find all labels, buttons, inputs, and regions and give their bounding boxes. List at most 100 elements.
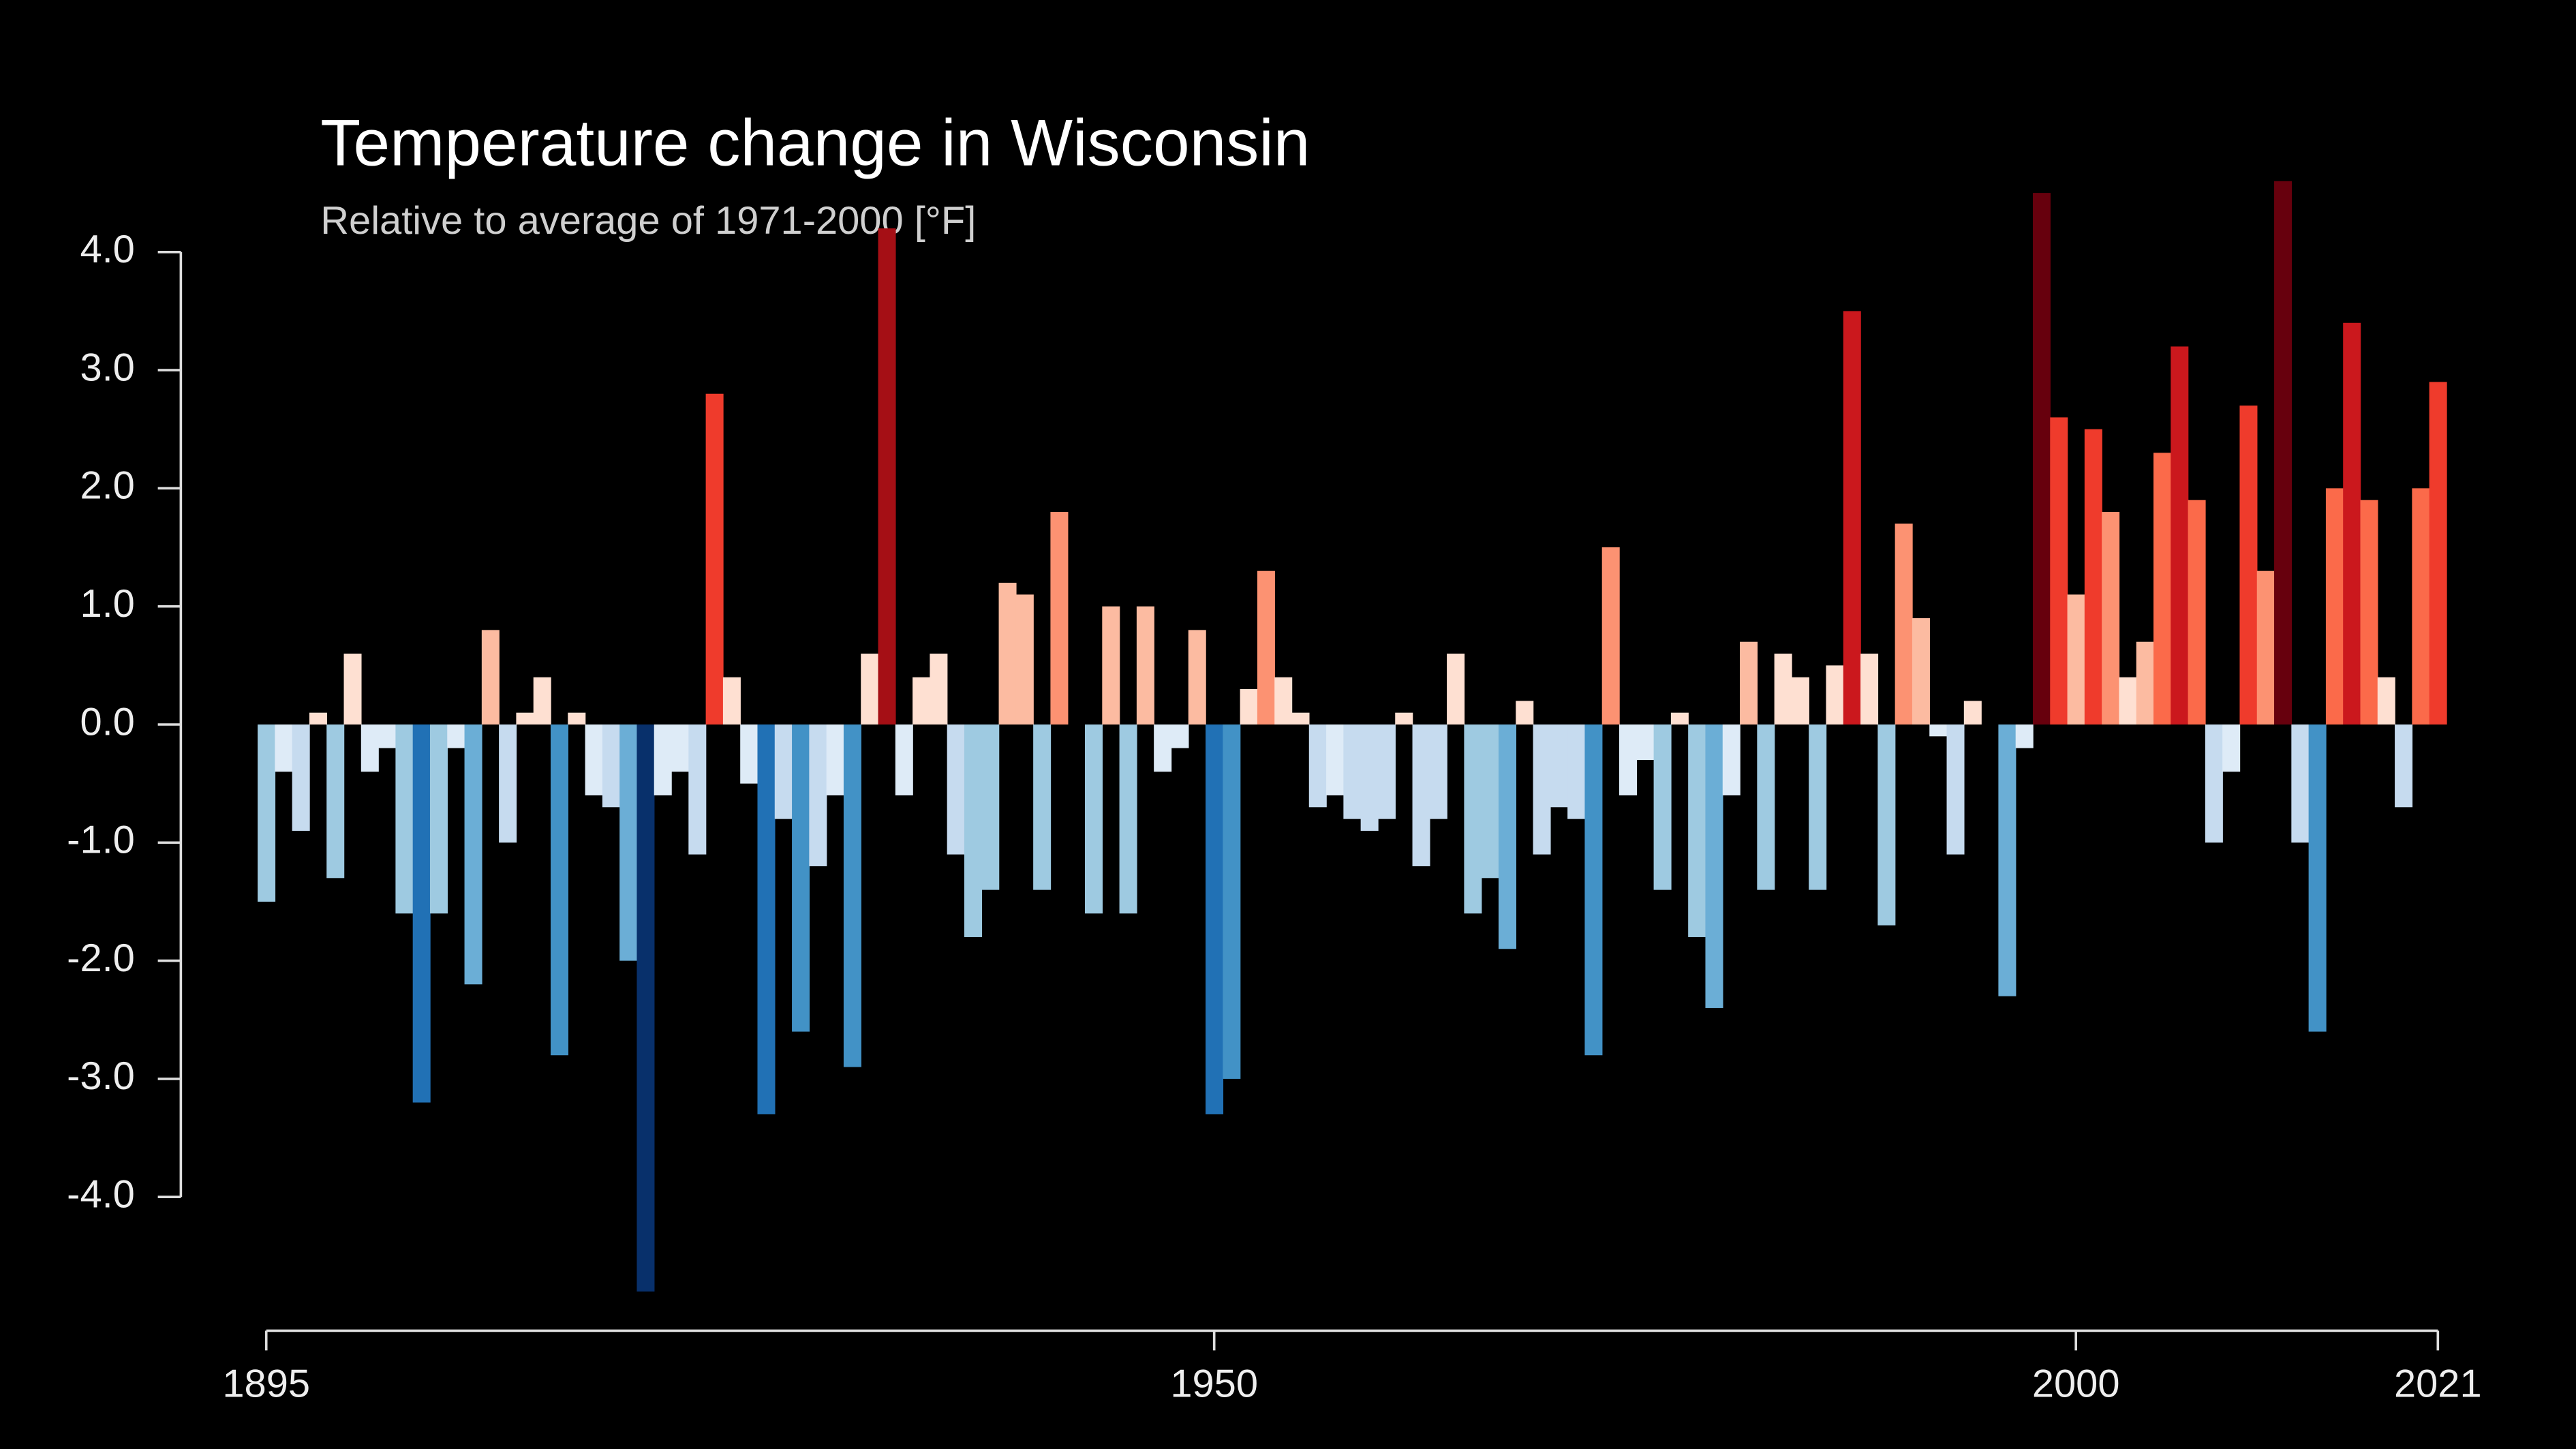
bar: [1550, 724, 1568, 808]
bar: [1274, 677, 1293, 724]
bar: [895, 724, 913, 795]
bar: [1119, 724, 1137, 914]
chart-title: Temperature change in Wisconsin: [320, 106, 1310, 179]
bar: [1136, 606, 1154, 724]
bar: [1722, 724, 1741, 795]
bar: [1516, 701, 1534, 724]
bar: [585, 724, 603, 795]
bar: [998, 583, 1017, 724]
bar: [2239, 406, 2258, 724]
bar: [619, 724, 638, 961]
bar: [1912, 618, 1930, 724]
bar: [2377, 677, 2395, 724]
bar: [1533, 724, 1551, 855]
bar: [1447, 654, 1465, 724]
chart-subtitle: Relative to average of 1971-2000 [°F]: [320, 199, 976, 243]
bar: [2308, 724, 2327, 1032]
x-tick-label: 1950: [1170, 1362, 1258, 1406]
bar: [1688, 724, 1706, 937]
bar: [2102, 512, 2120, 724]
bar: [258, 724, 276, 902]
y-tick-label: -2.0: [67, 936, 135, 980]
bar: [1740, 641, 1758, 724]
bar: [2084, 429, 2102, 724]
bar: [2032, 193, 2051, 724]
bar: [447, 724, 465, 748]
bar: [2360, 500, 2378, 724]
bar: [568, 712, 586, 724]
bar: [1774, 654, 1792, 724]
bar: [481, 630, 500, 724]
bar: [275, 724, 293, 772]
bar: [1188, 630, 1206, 724]
bar: [1498, 724, 1516, 949]
bar: [2205, 724, 2223, 843]
bar: [499, 724, 517, 843]
bar: [2429, 382, 2447, 724]
bar: [2343, 322, 2361, 724]
bar: [1360, 724, 1379, 831]
y-tick-label: -1.0: [67, 819, 135, 862]
bar: [1670, 712, 1689, 724]
bar: [602, 724, 620, 808]
bar: [533, 677, 551, 724]
bar: [740, 724, 758, 784]
bar: [1619, 724, 1638, 795]
bar: [326, 724, 345, 879]
bar: [1895, 523, 1913, 724]
x-tick-label: 2000: [2032, 1362, 2120, 1406]
bar: [1033, 724, 1052, 890]
bar: [361, 724, 379, 772]
bar: [1257, 570, 1275, 724]
bar: [1826, 665, 1844, 724]
bar: [1843, 311, 1861, 724]
y-tick-label: 2.0: [80, 464, 134, 508]
bar: [1791, 677, 1809, 724]
bar: [1860, 654, 1879, 724]
bar: [1946, 724, 1965, 855]
y-tick-label: 1.0: [80, 582, 134, 626]
bar: [930, 654, 948, 724]
bar: [861, 654, 879, 724]
bar: [1223, 724, 1241, 1079]
bar: [722, 677, 741, 724]
bar: [1291, 712, 1310, 724]
bar: [878, 228, 896, 724]
bar: [981, 724, 1000, 890]
bar: [826, 724, 844, 795]
bar: [1377, 724, 1396, 819]
bar: [2222, 724, 2241, 772]
bar: [2188, 500, 2206, 724]
bar: [1998, 724, 2017, 996]
bar: [1015, 594, 1034, 724]
bar: [654, 724, 672, 795]
bar: [671, 724, 690, 772]
bar: [1395, 712, 1413, 724]
bar: [2395, 724, 2413, 808]
bar: [809, 724, 827, 866]
bar: [1653, 724, 1672, 890]
y-tick-label: -3.0: [67, 1054, 135, 1098]
x-tick-label: 1895: [222, 1362, 310, 1406]
bar: [309, 712, 327, 724]
bar: [2256, 570, 2275, 724]
bar: [2171, 346, 2189, 724]
bar: [1171, 724, 1189, 748]
bar: [551, 724, 569, 1056]
bar: [1154, 724, 1172, 772]
bar: [1809, 724, 1827, 890]
bar: [1636, 724, 1655, 760]
bar: [1429, 724, 1447, 819]
bar: [2067, 594, 2085, 724]
bar: [2325, 488, 2344, 724]
y-tick-label: 0.0: [80, 700, 134, 744]
bar: [1412, 724, 1430, 866]
bar: [1757, 724, 1775, 890]
y-tick-label: -4.0: [67, 1173, 135, 1217]
bar: [1050, 512, 1069, 724]
y-tick-label: 3.0: [80, 346, 134, 389]
bar: [516, 712, 534, 724]
bar: [378, 724, 397, 748]
